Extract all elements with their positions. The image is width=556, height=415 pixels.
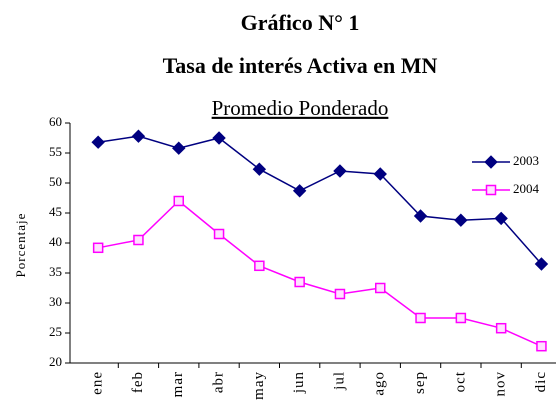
x-tick-label: abr xyxy=(210,371,226,393)
point xyxy=(254,260,265,272)
point xyxy=(294,276,305,288)
y-tick-label: 55 xyxy=(49,144,62,159)
point xyxy=(455,312,467,324)
point xyxy=(413,209,428,223)
line xyxy=(98,199,542,347)
chart-title: Gráfico N° 1 xyxy=(241,10,360,35)
y-tick-label: 60 xyxy=(49,114,62,129)
y-axis-label: Porcentaje xyxy=(13,213,28,278)
y-tick-label: 40 xyxy=(49,234,62,249)
y-tick-label: 45 xyxy=(49,204,62,219)
point xyxy=(495,322,507,334)
y-tick-label: 20 xyxy=(49,354,62,369)
legend-marker xyxy=(484,155,498,169)
x-tick-label: jun xyxy=(291,371,307,394)
x-tick-label: feb xyxy=(130,371,146,393)
x-tick-label: nov xyxy=(493,371,509,397)
x-tick-label: sep xyxy=(412,371,428,394)
chart-subtitle: Tasa de interés Activa en MN xyxy=(163,53,438,78)
point xyxy=(536,340,547,352)
point xyxy=(454,213,468,227)
point xyxy=(333,164,347,178)
chart-subtitle: Promedio Ponderado xyxy=(212,96,389,120)
x-tick-label: ene xyxy=(90,371,106,395)
legend-label: 2004 xyxy=(513,181,540,196)
point xyxy=(373,167,387,181)
point xyxy=(133,234,144,246)
line xyxy=(98,135,543,265)
x-tick-label: oct xyxy=(452,371,468,392)
y-tick-label: 25 xyxy=(49,324,62,339)
point xyxy=(173,195,184,207)
x-tick-label: mar xyxy=(170,371,186,397)
point xyxy=(415,312,426,324)
x-tick-label: ago xyxy=(372,371,388,396)
point xyxy=(534,257,549,271)
point xyxy=(375,282,386,294)
y-tick-label: 50 xyxy=(49,174,62,189)
x-tick-label: may xyxy=(251,371,267,400)
point xyxy=(334,288,346,300)
point xyxy=(92,242,104,254)
point xyxy=(494,211,508,226)
point xyxy=(213,228,225,240)
legend-marker xyxy=(485,184,497,196)
point xyxy=(292,184,307,198)
point xyxy=(91,135,105,149)
point xyxy=(172,141,186,155)
point xyxy=(212,131,226,145)
y-tick-label: 35 xyxy=(49,264,62,279)
point xyxy=(252,162,267,176)
y-tick-label: 30 xyxy=(49,294,62,309)
point xyxy=(131,129,146,143)
x-tick-label: dic xyxy=(533,371,549,392)
legend-label: 2003 xyxy=(513,153,539,168)
x-tick-label: jul xyxy=(331,371,347,391)
